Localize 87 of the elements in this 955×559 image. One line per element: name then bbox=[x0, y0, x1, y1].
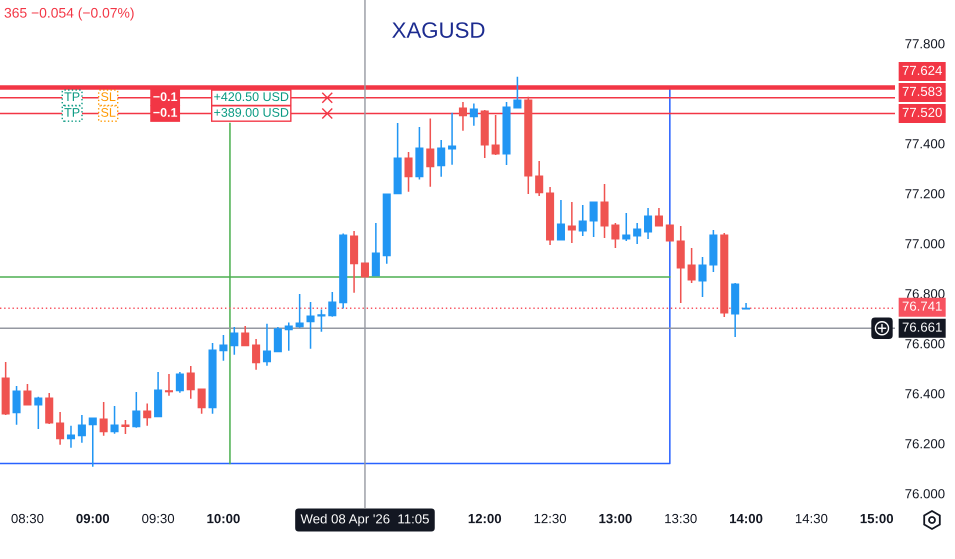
candlestick bbox=[317, 308, 326, 333]
text: XAGUSD bbox=[392, 22, 484, 38]
candlestick bbox=[274, 326, 282, 353]
candlestick bbox=[654, 207, 663, 227]
annotation: SL bbox=[101, 108, 116, 117]
candlestick bbox=[23, 383, 32, 406]
candlestick bbox=[437, 139, 446, 178]
y-tick-label: 76.400 bbox=[905, 389, 945, 398]
y-tick-label: 76.800 bbox=[905, 289, 945, 298]
annotation: +389.00 USD bbox=[214, 108, 288, 117]
candlestick bbox=[198, 388, 206, 415]
x-tick-label: 10:00 bbox=[207, 514, 240, 524]
x-tick-label: 08:30 bbox=[11, 514, 44, 524]
y-tick-label: 77.800 bbox=[905, 39, 945, 48]
candlestick bbox=[578, 204, 587, 237]
candlestick bbox=[644, 207, 652, 240]
candlestick bbox=[66, 424, 76, 449]
candlestick bbox=[688, 247, 696, 284]
candlestick bbox=[230, 326, 238, 356]
ref-line-label: 77.583 bbox=[902, 86, 942, 96]
candlestick bbox=[121, 419, 130, 435]
candlestick bbox=[470, 102, 478, 127]
x-tick-label: 09:30 bbox=[142, 514, 174, 524]
candlestick bbox=[262, 322, 272, 367]
candlestick bbox=[372, 222, 380, 277]
candlestick bbox=[568, 201, 576, 244]
annotation: SL bbox=[101, 92, 116, 102]
candlestick bbox=[132, 391, 140, 429]
candlestick bbox=[600, 183, 609, 239]
candlestick bbox=[426, 118, 434, 188]
y-tick-label: 76.600 bbox=[905, 339, 945, 348]
candlestick bbox=[34, 396, 42, 430]
ref-line-label: 77.520 bbox=[902, 108, 942, 118]
candlestick bbox=[458, 101, 467, 132]
annotation: TP bbox=[64, 92, 80, 101]
candlestick bbox=[143, 402, 152, 427]
candlestick bbox=[241, 325, 250, 347]
candlestick bbox=[328, 291, 336, 318]
ref-line-label: Wed 08 Apr '26 11:05 bbox=[300, 514, 429, 526]
candlestick bbox=[622, 212, 630, 242]
candlestick bbox=[633, 222, 642, 245]
candlestick bbox=[176, 371, 184, 394]
candlestick bbox=[88, 417, 97, 468]
y-tick-label: 77.200 bbox=[905, 189, 945, 198]
x-tick-label: 12:00 bbox=[468, 514, 502, 524]
candlestick bbox=[448, 112, 456, 166]
candlestick bbox=[666, 224, 674, 242]
y-tick-label: 77.400 bbox=[905, 139, 945, 148]
candlestick bbox=[110, 405, 119, 435]
candlestick bbox=[100, 401, 108, 437]
candlestick bbox=[698, 256, 707, 298]
annotation: 365 −0.054 (−0.07%) bbox=[4, 8, 134, 20]
candlestick bbox=[556, 199, 565, 241]
candlestick bbox=[513, 76, 522, 109]
candlestick bbox=[590, 201, 598, 238]
y-tick-label: 77.000 bbox=[905, 239, 945, 248]
ref-line-label: 76.661 bbox=[902, 322, 942, 332]
annotation: TP bbox=[64, 108, 80, 117]
candlestick bbox=[611, 222, 620, 249]
x-tick-label: 12:30 bbox=[534, 514, 566, 524]
band-label: 77.624 bbox=[902, 66, 942, 76]
candlestick bbox=[186, 365, 195, 400]
candlestick bbox=[219, 334, 228, 362]
x-tick-label: 13:30 bbox=[665, 514, 697, 524]
candlestick bbox=[535, 160, 544, 197]
y-tick-label: 76.000 bbox=[905, 489, 945, 498]
candlestick bbox=[284, 322, 293, 352]
annotation: +420.50 USD bbox=[214, 92, 288, 102]
x-tick-label: 13:00 bbox=[599, 514, 632, 524]
annotation: −0.1 bbox=[153, 108, 178, 117]
candlestick bbox=[78, 414, 86, 444]
y-tick-label: 76.200 bbox=[905, 439, 945, 448]
candlestick bbox=[56, 411, 64, 446]
x-tick-label: 15:00 bbox=[860, 514, 894, 524]
candlestick bbox=[360, 262, 369, 278]
x-tick-label: 14:00 bbox=[730, 514, 762, 524]
x-tick-label: 09:00 bbox=[76, 514, 110, 524]
candlestick bbox=[404, 151, 413, 193]
candlestick bbox=[296, 293, 304, 329]
candlestick bbox=[252, 338, 260, 371]
annotation: −0.1 bbox=[153, 92, 178, 102]
candlestick bbox=[12, 385, 21, 426]
x-tick-label: 14:30 bbox=[796, 514, 828, 524]
candlestick bbox=[164, 373, 174, 397]
candlestick bbox=[306, 301, 315, 350]
candlestick bbox=[492, 114, 500, 156]
ref-line-label: 76.741 bbox=[902, 301, 942, 311]
